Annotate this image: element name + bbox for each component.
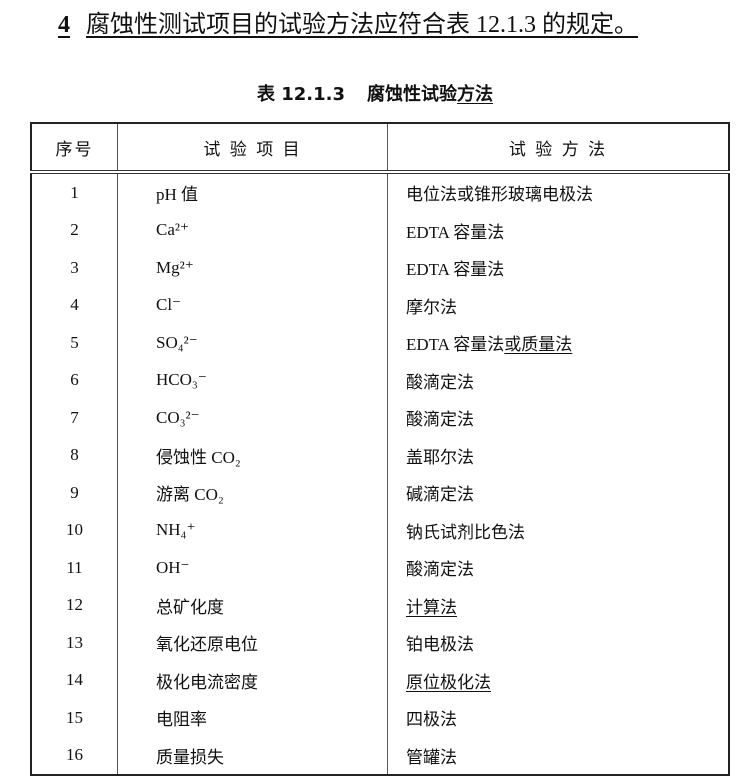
test-item: 氧化还原电位 [117,624,388,662]
test-method: 四极法 [387,699,730,737]
header-row: 序号试 验 项 目试 验 方 法 [30,123,730,174]
caption-label: 表 12.1.3 [256,84,346,105]
test-item: 电阻率 [117,699,388,737]
column-header: 序号 [30,123,118,174]
test-method: 酸滴定法 [387,549,730,587]
test-method: 盖耶尔法 [387,436,730,474]
test-item: 质量损失 [117,736,388,775]
method-text: 原位极化法 [406,672,491,692]
method-text: 碱滴定法 [406,485,474,505]
test-method: 酸滴定法 [387,399,730,437]
table-row: 7 CO₃²⁻ 酸滴定法 [30,399,730,437]
table-row: 9 游离 CO₂ 碱滴定法 [30,474,730,512]
table-row: 10 NH₄⁺ 钠氏试剂比色法 [30,511,730,549]
row-number: 4 [30,286,118,324]
row-number: 10 [30,511,118,549]
table-row: 15 电阻率 四极法 [30,699,730,737]
table-row: 12 总矿化度 计算法 [30,586,730,624]
row-number: 9 [30,474,118,512]
method-text: 或质量法 [504,335,573,355]
caption-title-part: 方法 [457,84,494,105]
row-number: 3 [30,249,118,287]
test-item: Ca²⁺ [117,211,388,249]
method-text: 钠氏试剂比色法 [406,522,525,542]
table-row: 11 OH⁻ 酸滴定法 [30,549,730,587]
test-item: SO₄²⁻ [117,324,388,362]
row-number: 14 [30,661,118,699]
row-number: 16 [30,736,118,775]
table-row: 3 Mg²⁺ EDTA 容量法 [30,249,730,287]
method-text: EDTA 容量法 [406,335,505,355]
table-caption: 表 12.1.3 腐蚀性试验方法 [0,80,750,106]
test-method: 计算法 [387,586,730,624]
test-item: OH⁻ [117,549,388,587]
table-row: 5 SO₄²⁻ EDTA 容量法或质量法 [30,324,730,362]
table-row: 1 pH 值电位法或锥形玻璃电极法 [30,172,730,212]
row-number: 6 [30,361,118,399]
caption-title: 腐蚀性试验方法 [367,84,493,105]
test-method: 管罐法 [387,736,730,775]
row-number: 1 [30,172,118,212]
test-item: 极化电流密度 [117,661,388,699]
method-text: 酸滴定法 [406,410,474,430]
table-row: 14 极化电流密度 原位极化法 [30,661,730,699]
test-method: 钠氏试剂比色法 [387,511,730,549]
caption-title-part: 腐蚀性试验 [367,84,458,105]
heading: 4 腐蚀性测试项目的试验方法应符合表 12.1.3 的规定。 [58,4,638,39]
table-row: 16 质量损失 管罐法 [30,736,730,775]
table-row: 13 氧化还原电位 铂电极法 [30,624,730,662]
test-item: NH₄⁺ [117,511,388,549]
heading-text: 腐蚀性测试项目的试验方法应符合表 12.1.3 的规定。 [86,12,638,38]
row-number: 8 [30,436,118,474]
data-table: 序号试 验 项 目试 验 方 法 1 pH 值电位法或锥形玻璃电极法 2 Ca²⁺ EDT… [30,122,730,776]
test-item: pH 值 [117,172,388,212]
row-number: 13 [30,624,118,662]
table-row: 6 HCO₃⁻ 酸滴定法 [30,361,730,399]
test-item: 总矿化度 [117,586,388,624]
method-text: 计算法 [406,597,457,617]
column-header: 试 验 方 法 [387,123,730,174]
test-method: 酸滴定法 [387,361,730,399]
method-text: 四极法 [406,710,457,730]
table-body: 1 pH 值电位法或锥形玻璃电极法 2 Ca²⁺ EDTA 容量法 3 Mg²⁺ EDTA 容… [30,172,730,775]
method-text: 盖耶尔法 [406,447,474,467]
test-item: 侵蚀性 CO₂ [117,436,388,474]
table-row: 8 侵蚀性 CO₂ 盖耶尔法 [30,436,730,474]
test-method: 碱滴定法 [387,474,730,512]
test-method: EDTA 容量法 [387,211,730,249]
row-number: 15 [30,699,118,737]
test-method: 铂电极法 [387,624,730,662]
test-item: 游离 CO₂ [117,474,388,512]
method-text: EDTA 容量法 [406,260,505,280]
test-item: Mg²⁺ [117,249,388,287]
row-number: 11 [30,549,118,587]
test-method: 原位极化法 [387,661,730,699]
row-number: 7 [30,399,118,437]
method-text: 管罐法 [406,747,457,767]
row-number: 2 [30,211,118,249]
test-item: CO₃²⁻ [117,399,388,437]
test-method: 摩尔法 [387,286,730,324]
method-text: 铂电极法 [406,635,474,655]
row-number: 12 [30,586,118,624]
method-text: 电位法或锥形玻璃电极法 [406,185,593,205]
method-text: 酸滴定法 [406,560,474,580]
test-method: EDTA 容量法 [387,249,730,287]
test-item: HCO₃⁻ [117,361,388,399]
method-text: 酸滴定法 [406,372,474,392]
table-row: 2 Ca²⁺ EDTA 容量法 [30,211,730,249]
test-method: 电位法或锥形玻璃电极法 [387,172,730,212]
row-number: 5 [30,324,118,362]
table-row: 4 Cl⁻ 摩尔法 [30,286,730,324]
method-text: EDTA 容量法 [406,222,505,242]
column-header: 试 验 项 目 [117,123,388,174]
heading-number: 4 [58,12,70,38]
test-method: EDTA 容量法或质量法 [387,324,730,362]
method-text: 摩尔法 [406,297,457,317]
test-item: Cl⁻ [117,286,388,324]
